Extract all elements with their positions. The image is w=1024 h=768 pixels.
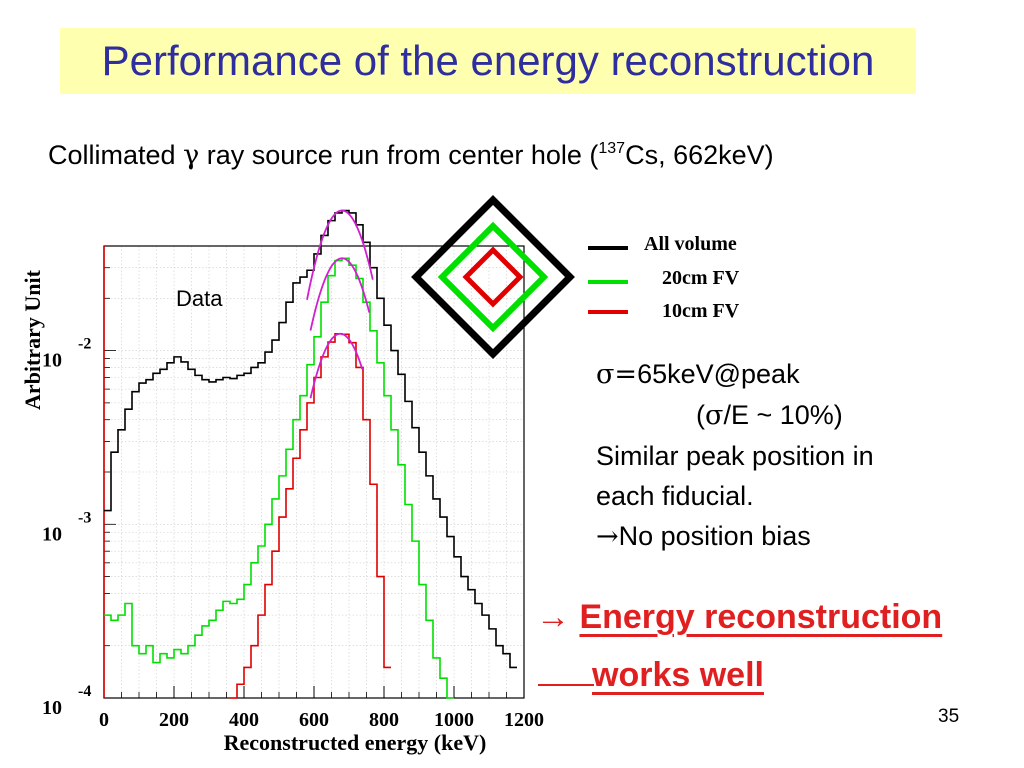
slide-title: Performance of the energy reconstruction — [101, 37, 875, 84]
y-tick-label-base: 10 — [42, 523, 62, 545]
y-tick-label-exponent: -4 — [78, 683, 91, 700]
subtitle-pre: Collimated — [48, 140, 184, 170]
conclusion-line-2: works well — [536, 646, 942, 704]
inner-fv-square — [462, 246, 524, 308]
x-tick-labels: 0 200 400 600 800 1000 1200 — [99, 709, 544, 731]
x-tick-label: 600 — [299, 709, 329, 731]
right-arrow-icon: → — [596, 521, 619, 552]
ratio-line: (σ/E ~ 10%) — [596, 395, 874, 436]
energy-spectrum-chart: 0 200 400 600 800 1000 1200 10-410-310-2 Data … — [20, 209, 544, 755]
subtitle-post: Cs, 662keV) — [625, 140, 774, 170]
x-tick-label: 400 — [229, 709, 259, 731]
note-line-3: Similar peak position in — [596, 441, 874, 471]
x-tick-label: 1000 — [434, 709, 474, 731]
sigma-equals-symbol: σ= — [596, 359, 638, 390]
y-axis-label: Arbitrary Unit — [20, 269, 45, 410]
gaussian-fit-curve — [309, 257, 371, 331]
y-tick-label-base: 10 — [42, 350, 62, 372]
legend-label-20cm: 20cm FV — [662, 267, 740, 289]
isotope-mass-number: 137 — [598, 140, 626, 157]
y-tick-label-base: 10 — [42, 697, 62, 719]
note-line-5-text: No position bias — [618, 521, 811, 551]
outer-volume-square — [411, 195, 575, 359]
axis-ticks — [103, 245, 525, 699]
conclusion-line-1: → Energy reconstruction — [536, 588, 942, 646]
conclusion: → Energy reconstruction works well — [536, 588, 942, 704]
chart-series — [104, 209, 517, 699]
note-line-5: →No position bias — [596, 516, 874, 557]
conclusion-text-2: works well — [592, 656, 764, 694]
x-tick-label: 800 — [369, 709, 399, 731]
note-line-4: each fiducial. — [596, 481, 754, 511]
conclusion-underline-extension — [538, 684, 594, 686]
chart-title: Data — [176, 286, 223, 311]
y-tick-label-exponent: -2 — [78, 336, 91, 353]
gaussian-fit-curve — [306, 209, 374, 300]
legend-swatch-all — [588, 246, 628, 250]
ratio-open-paren: ( — [696, 400, 705, 430]
series-10cm-fv — [230, 332, 391, 699]
x-axis-label: Reconstructed energy (keV) — [224, 730, 487, 755]
y-tick-labels: 10 -4 10 -3 10 -2 — [42, 336, 91, 719]
series-20cm-fv — [104, 257, 454, 699]
title-box: Performance of the energy reconstruction — [60, 28, 916, 94]
sigma-line: σ=65keV@peak — [596, 354, 874, 395]
legend-label-all: All volume — [644, 233, 737, 255]
sigma-value: 65keV@peak — [637, 359, 800, 389]
legend-label-10cm: 10cm FV — [662, 300, 740, 322]
slide-subtitle: Collimated γ ray source run from center … — [48, 140, 774, 171]
conclusion-arrow: → — [536, 598, 580, 636]
legend-swatch-20cm — [588, 280, 628, 284]
page-number: 35 — [938, 706, 960, 727]
ratio-sigma-symbol: σ — [705, 400, 724, 431]
gaussian-fit-curve — [309, 332, 364, 399]
gaussian-fits — [306, 209, 374, 399]
x-tick-label: 0 — [99, 709, 109, 731]
legend-swatch-10cm — [588, 310, 628, 314]
y-tick-label-exponent: -3 — [78, 509, 91, 526]
x-tick-label: 1200 — [504, 709, 544, 731]
detector-diagram-icon — [411, 195, 575, 359]
resolution-notes: σ=65keV@peak (σ/E ~ 10%) Similar peak po… — [596, 354, 874, 557]
middle-fv-square — [437, 221, 549, 333]
series-all-volume — [104, 209, 517, 669]
subtitle-mid: ray source run from center hole ( — [199, 140, 599, 170]
gamma-symbol: γ — [183, 140, 200, 171]
conclusion-text-1: Energy reconstruction — [579, 598, 943, 636]
ratio-value: /E ~ 10%) — [723, 400, 843, 430]
x-tick-label: 200 — [159, 709, 189, 731]
